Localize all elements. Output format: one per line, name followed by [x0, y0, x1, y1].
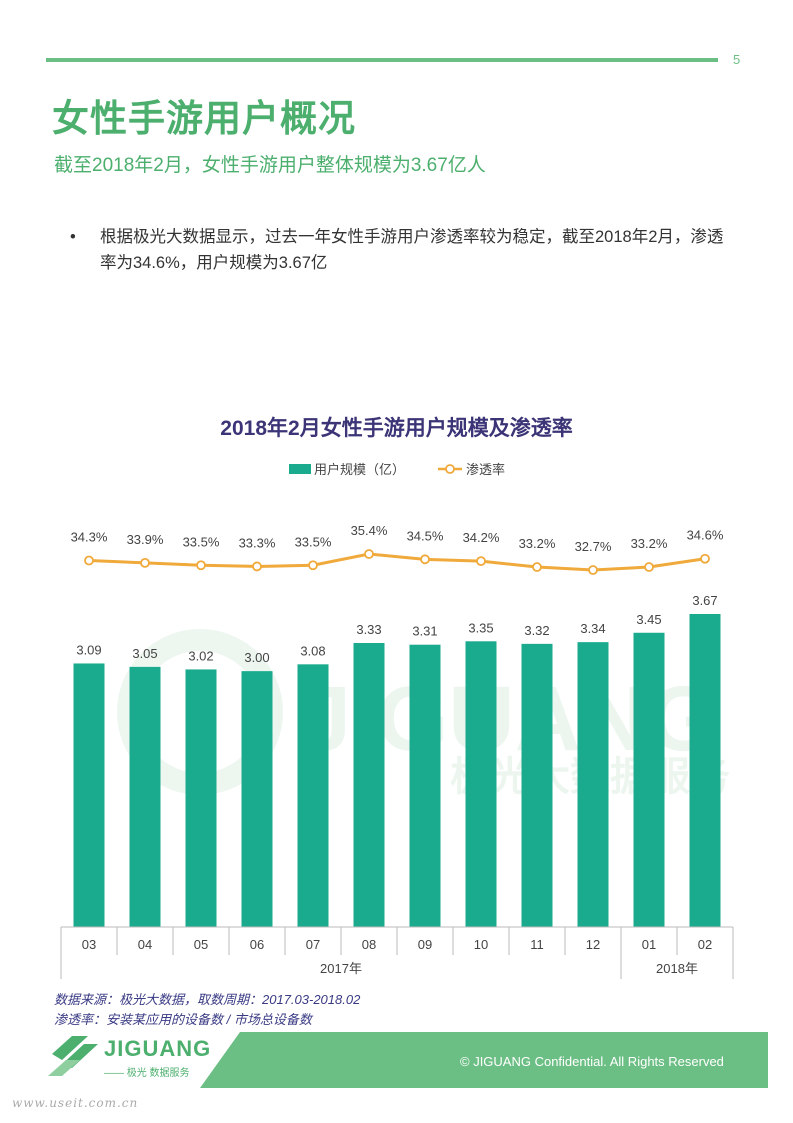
line-value-label: 33.9%: [127, 532, 164, 547]
logo-text: JIGUANG: [104, 1036, 212, 1061]
bar-value-label: 3.05: [132, 646, 157, 661]
line-value-label: 33.3%: [239, 535, 276, 550]
copyright-text: © JIGUANG Confidential. All Rights Reser…: [460, 1054, 724, 1069]
source-line: 数据来源：极光大数据，取数周期：2017.03-2018.02: [54, 992, 361, 1007]
legend-label-line: 渗透率: [466, 462, 505, 477]
bar-04: [129, 666, 161, 927]
line-point-12: [588, 565, 598, 575]
bar-value-label: 3.00: [244, 650, 269, 665]
x-tick-label: 11: [530, 937, 544, 952]
bar-value-label: 3.33: [356, 622, 381, 637]
bar-value-label: 3.32: [524, 623, 549, 638]
line-value-label: 34.3%: [71, 530, 108, 545]
combo-chart: JIGUANG 极光大数据服务 用户规模（亿） 渗透率 3.093.053.02…: [60, 462, 734, 979]
legend-label-bar: 用户规模（亿）: [314, 462, 405, 477]
legend-swatch-marker: [445, 464, 455, 474]
page-number: 5: [733, 52, 741, 67]
line-point-07: [308, 560, 318, 571]
bar-07: [297, 664, 329, 927]
line-value-label: 33.5%: [183, 534, 220, 549]
footer-band: [48, 1032, 768, 1088]
bar-11: [521, 643, 553, 927]
bar-10: [465, 641, 497, 927]
x-tick-label: 06: [250, 937, 264, 952]
bar-06: [241, 671, 273, 927]
bar-value-label: 3.31: [412, 624, 437, 639]
x-tick-label: 05: [194, 937, 208, 952]
x-tick-label: 03: [82, 937, 96, 952]
line-value-label: 32.7%: [575, 539, 612, 554]
site-watermark: www.useit.com.cn: [12, 1096, 139, 1110]
chart-title: 2018年2月女性手游用户规模及渗透率: [220, 417, 573, 440]
line-value-label: 34.5%: [407, 528, 444, 543]
bar-value-label: 3.09: [76, 642, 101, 657]
bullet-text: 根据极光大数据显示，过去一年女性手游用户渗透率较为稳定，截至2018年2月，渗透…: [100, 228, 724, 272]
line-point-10: [476, 556, 486, 567]
line-point-04: [140, 557, 150, 568]
header-rule: [46, 58, 718, 62]
chart-legend: 用户规模（亿） 渗透率: [289, 462, 505, 477]
logo-subtitle: —— 极光 数据服务: [104, 1068, 190, 1079]
line-point-03: [84, 555, 94, 566]
line-point-06: [252, 561, 262, 572]
line-point-05: [196, 560, 206, 571]
line-point-08: [364, 549, 374, 559]
bar-value-label: 3.67: [692, 593, 717, 608]
bar-value-label: 3.08: [300, 643, 325, 658]
x-tick-label: 08: [362, 937, 376, 952]
year-group-label: 2017年: [320, 961, 362, 976]
bar-value-label: 3.34: [580, 621, 605, 636]
line-point-11: [532, 562, 542, 572]
bar-08: [353, 642, 385, 927]
line-point-01: [644, 562, 654, 572]
line-value-label: 34.2%: [463, 530, 500, 545]
legend-swatch-bar: [289, 464, 311, 474]
x-tick-label: 04: [138, 937, 152, 952]
bullet-marker: •: [70, 228, 76, 246]
penetration-line: [88, 552, 706, 572]
jiguang-logo-icon: [48, 1036, 98, 1076]
line-point-02: [700, 553, 710, 564]
line-value-label: 33.2%: [631, 536, 668, 551]
x-tick-label: 01: [642, 937, 656, 952]
footer-green-band: [200, 1032, 768, 1088]
line-point-09: [420, 554, 430, 565]
bar-05: [185, 669, 217, 927]
line-value-label: 33.5%: [295, 534, 332, 549]
bar-03: [73, 663, 105, 927]
x-tick-label: 02: [698, 937, 712, 952]
line-value-label: 34.6%: [687, 528, 724, 543]
page-title: 女性手游用户概况: [52, 98, 356, 139]
definition-line: 渗透率：安装某应用的设备数 / 市场总设备数: [54, 1012, 312, 1027]
bar-value-label: 3.35: [468, 620, 493, 635]
bar-value-label: 3.45: [636, 612, 661, 627]
x-tick-label: 12: [586, 937, 600, 952]
bar-01: [633, 632, 665, 927]
page-subtitle: 截至2018年2月，女性手游用户整体规模为3.67亿人: [54, 155, 486, 176]
data-source: 数据来源：极光大数据，取数周期：2017.03-2018.02 渗透率：安装某应…: [54, 990, 360, 1030]
bar-02: [689, 614, 721, 927]
bar-12: [577, 642, 609, 927]
year-group-label: 2018年: [656, 961, 698, 976]
line-value-label: 35.4%: [351, 523, 388, 538]
bar-value-label: 3.02: [188, 648, 213, 663]
bar-09: [409, 644, 441, 927]
line-value-label: 33.2%: [519, 536, 556, 551]
x-tick-label: 07: [306, 937, 320, 952]
x-tick-label: 10: [474, 937, 488, 952]
x-tick-label: 09: [418, 937, 432, 952]
